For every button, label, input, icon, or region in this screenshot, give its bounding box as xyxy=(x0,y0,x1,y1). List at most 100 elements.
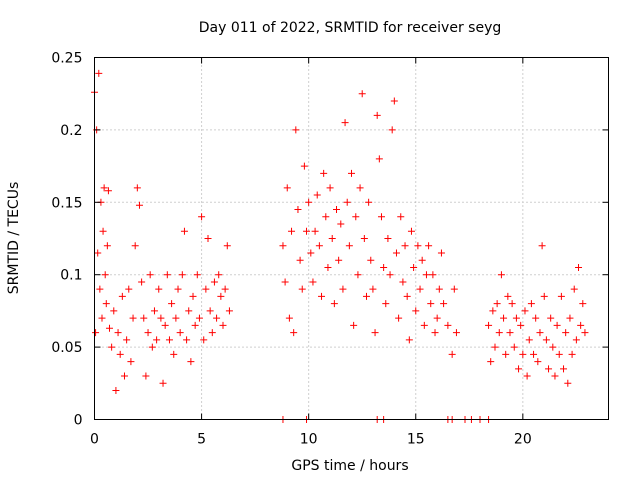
y-tick-label: 0.2 xyxy=(60,123,82,139)
data-point xyxy=(489,307,497,315)
data-point xyxy=(288,227,296,235)
data-point xyxy=(116,350,124,358)
data-point xyxy=(94,249,102,257)
data-point xyxy=(225,307,233,315)
data-point xyxy=(427,300,435,308)
data-point xyxy=(429,271,437,279)
data-point xyxy=(202,285,210,293)
data-point xyxy=(448,350,456,358)
data-point xyxy=(191,321,199,329)
data-point xyxy=(534,358,542,366)
data-point xyxy=(318,292,326,300)
data-point xyxy=(298,285,306,293)
data-point xyxy=(150,307,158,315)
data-point xyxy=(485,321,493,329)
data-point xyxy=(450,285,458,293)
data-point xyxy=(328,235,336,242)
data-point xyxy=(153,336,161,344)
y-tick-label: 0.05 xyxy=(51,340,82,356)
data-point xyxy=(131,242,139,250)
data-point xyxy=(525,336,533,344)
data-point xyxy=(367,256,375,264)
x-tick-label: 15 xyxy=(407,432,425,448)
grid xyxy=(94,57,609,420)
data-point xyxy=(335,256,343,264)
data-point xyxy=(168,300,176,308)
data-point xyxy=(356,184,364,192)
data-point xyxy=(369,285,377,293)
data-point xyxy=(572,336,580,344)
data-point xyxy=(519,350,527,358)
data-point xyxy=(326,184,334,192)
data-point xyxy=(386,271,394,279)
data-point xyxy=(311,227,319,235)
data-point xyxy=(200,336,208,344)
data-point xyxy=(352,213,360,221)
data-point xyxy=(183,336,191,344)
data-point xyxy=(345,242,353,250)
data-point xyxy=(133,184,141,192)
data-point xyxy=(313,191,321,199)
data-point xyxy=(517,321,525,329)
data-point xyxy=(172,314,180,322)
data-point xyxy=(532,314,540,322)
data-point xyxy=(208,329,216,337)
data-point xyxy=(118,292,126,300)
data-point xyxy=(187,358,195,366)
data-point xyxy=(545,365,553,373)
data-point xyxy=(515,365,523,373)
data-point xyxy=(322,213,330,221)
data-point xyxy=(523,372,531,380)
data-point xyxy=(422,271,430,279)
data-point xyxy=(315,242,323,250)
y-tick-label: 0 xyxy=(74,413,83,429)
data-point xyxy=(114,329,122,337)
data-point xyxy=(180,227,188,235)
data-point xyxy=(103,242,111,250)
data-point xyxy=(337,220,345,228)
data-point xyxy=(420,321,428,329)
data-point xyxy=(135,201,143,209)
data-point xyxy=(296,256,304,264)
data-point xyxy=(401,242,409,250)
data-point xyxy=(217,292,225,300)
data-point xyxy=(416,285,424,293)
data-point xyxy=(542,336,550,344)
data-points xyxy=(91,69,589,423)
data-point xyxy=(204,235,212,242)
data-point xyxy=(281,278,289,286)
data-point xyxy=(108,343,116,351)
data-point xyxy=(433,314,441,322)
data-point xyxy=(440,300,448,308)
data-point xyxy=(390,97,398,105)
data-point xyxy=(399,278,407,286)
data-point xyxy=(290,329,298,337)
data-point xyxy=(405,336,413,344)
data-point xyxy=(371,329,379,337)
data-point xyxy=(579,300,587,308)
data-point xyxy=(343,198,351,206)
data-point xyxy=(348,169,355,177)
data-point xyxy=(547,314,555,322)
data-point xyxy=(176,329,184,337)
data-point xyxy=(189,292,197,300)
data-point xyxy=(206,307,214,315)
data-point xyxy=(512,314,520,322)
data-point xyxy=(397,213,405,221)
data-point xyxy=(575,263,583,271)
data-point xyxy=(210,278,218,286)
data-point xyxy=(527,300,535,308)
data-point xyxy=(303,227,311,235)
data-point xyxy=(431,329,439,337)
data-point xyxy=(502,350,510,358)
plot-frame xyxy=(94,57,609,420)
data-point xyxy=(562,329,570,337)
data-point xyxy=(104,187,112,195)
data-point xyxy=(557,292,565,300)
data-point xyxy=(444,321,452,329)
data-point xyxy=(560,365,568,373)
data-point xyxy=(161,321,169,329)
data-point xyxy=(407,227,415,235)
data-point xyxy=(112,387,120,395)
data-point xyxy=(155,285,163,293)
